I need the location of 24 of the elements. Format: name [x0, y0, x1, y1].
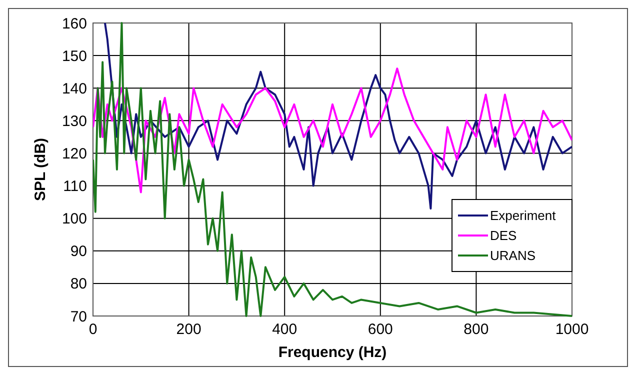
y-tick-label: 120	[62, 145, 87, 162]
y-axis-title: SPL (dB)	[32, 138, 49, 202]
x-tick-label: 1000	[555, 321, 589, 338]
x-tick-label: 200	[176, 321, 202, 338]
y-tick-label: 80	[70, 276, 87, 293]
legend-label: Experiment	[490, 208, 556, 224]
line-series	[93, 22, 572, 317]
line-series	[93, 68, 572, 194]
legend-label: DES	[490, 228, 518, 244]
x-tick-label: 600	[368, 321, 393, 338]
x-tick-label: 400	[272, 321, 298, 338]
y-tick-label: 70	[70, 308, 87, 326]
y-tick-label: 90	[70, 243, 87, 260]
y-tick-label: 160	[62, 15, 87, 32]
line-series	[104, 22, 572, 210]
y-tick-label: 110	[63, 178, 87, 196]
y-tick-label: 150	[62, 48, 87, 65]
y-tick-label: 140	[62, 80, 87, 98]
x-tick-label: 800	[464, 321, 489, 338]
legend-label: URANS	[490, 248, 536, 264]
x-tick-label: 0	[88, 321, 98, 338]
y-tick-label: 100	[62, 210, 87, 228]
y-tick-label: 130	[62, 112, 87, 130]
x-axis-title: Frequency (Hz)	[278, 344, 387, 361]
